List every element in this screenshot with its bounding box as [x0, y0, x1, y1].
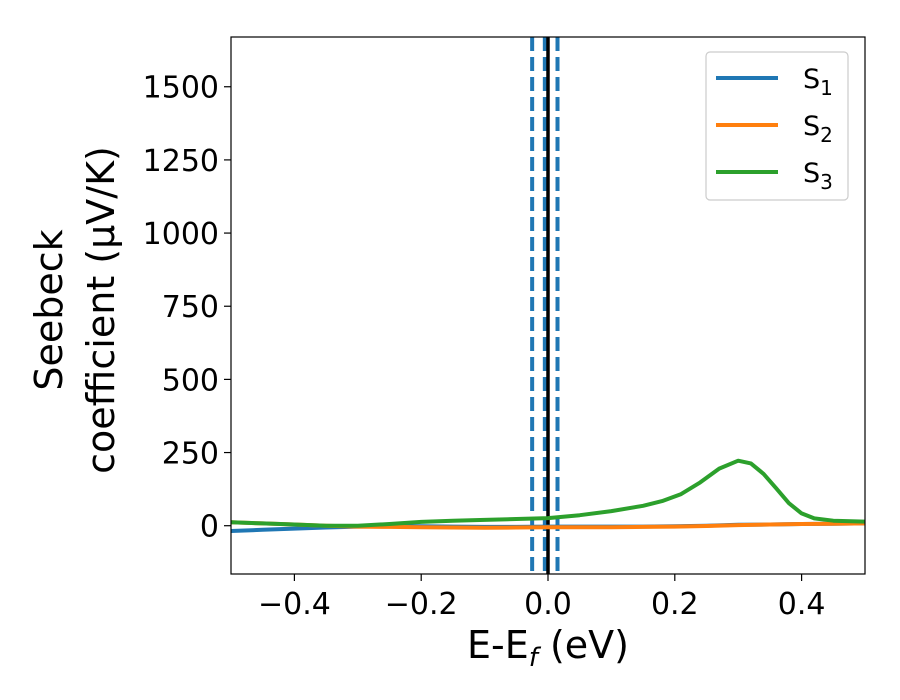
x-tick-label: 0.4 [778, 587, 826, 622]
y-tick-label: 1000 [143, 217, 219, 252]
y-axis-title-line1: Seebeck [27, 229, 71, 390]
y-axis-title: Seebeck coefficient (μV/K) [27, 146, 123, 474]
y-axis: 0 250 500 750 1000 1250 1500 [143, 71, 231, 545]
x-axis: −0.4 −0.2 0.0 0.2 0.4 [258, 574, 825, 622]
x-axis-title: E-Ef (eV) [467, 623, 629, 673]
y-tick-label: 750 [162, 290, 219, 325]
y-axis-title-line2: coefficient (μV/K) [79, 146, 123, 474]
series-line-s3 [231, 458, 865, 528]
x-axis-title-unit: (eV) [538, 623, 629, 667]
y-tick-label: 250 [162, 437, 219, 472]
plot-area [231, 37, 865, 574]
legend-label-s1: S1 [803, 64, 833, 100]
y-tick-label: 1500 [143, 71, 219, 106]
x-tick-label: −0.2 [385, 587, 458, 622]
x-tick-label: 0.2 [651, 587, 699, 622]
legend-label-s2: S2 [803, 111, 833, 147]
x-tick-label: 0.0 [524, 587, 572, 622]
x-axis-title-main: E-E [467, 623, 529, 667]
y-tick-label: 500 [162, 363, 219, 398]
y-tick-label: 0 [200, 510, 219, 545]
y-tick-label: 1250 [143, 144, 219, 179]
legend-label-s3: S3 [803, 158, 833, 194]
legend: S1 S2 S3 [705, 51, 849, 201]
x-tick-label: −0.4 [258, 587, 331, 622]
